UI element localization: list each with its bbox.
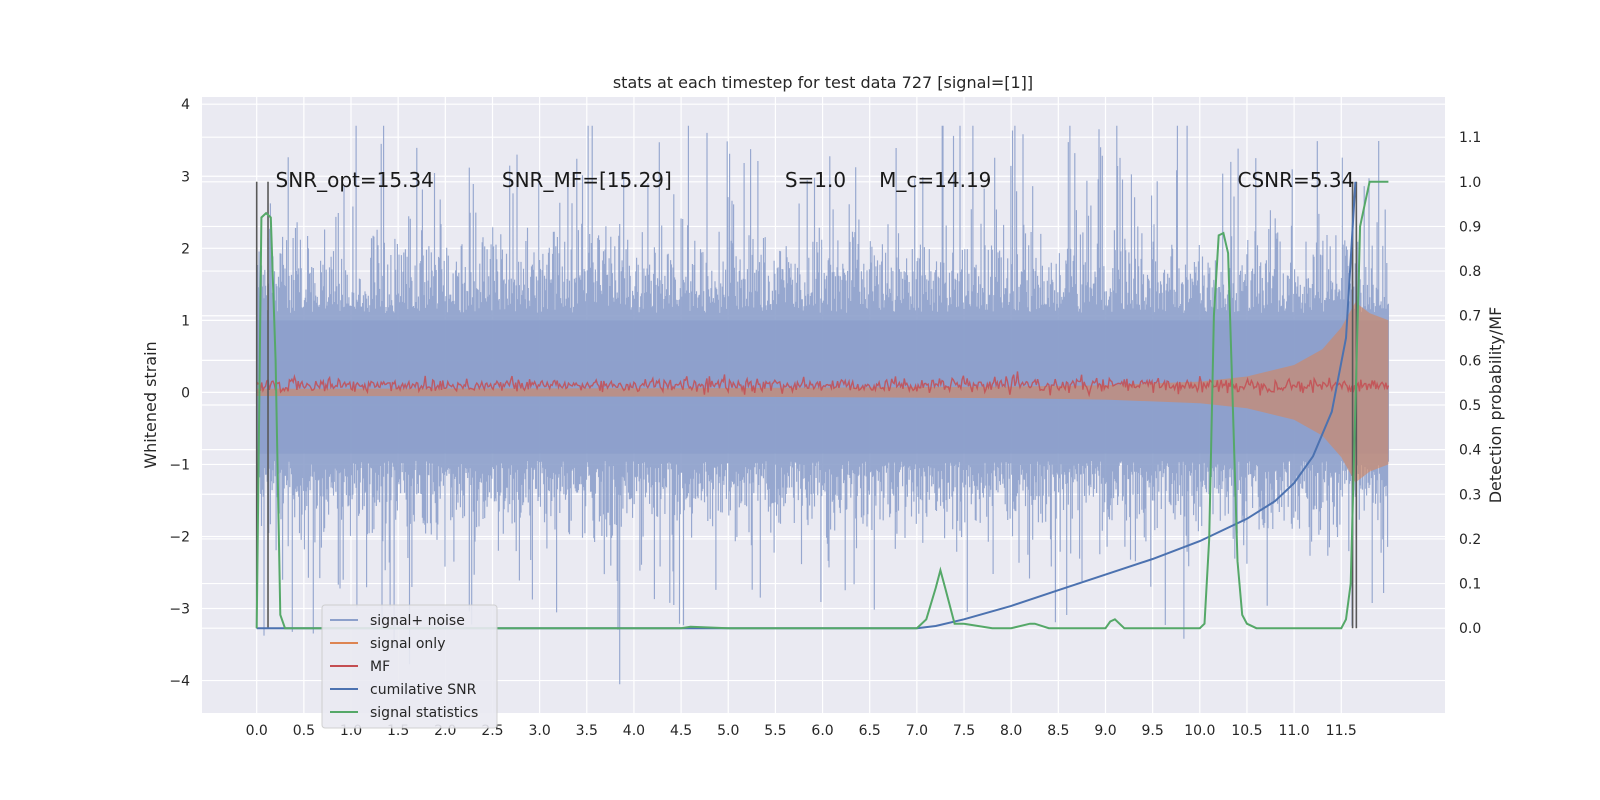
y-tick-label: −2 — [169, 529, 190, 545]
x-tick-label: 4.5 — [670, 723, 692, 739]
x-tick-label: 10.0 — [1184, 723, 1215, 739]
x-tick-label: 11.0 — [1279, 723, 1310, 739]
y2-tick-label: 1.1 — [1459, 130, 1481, 146]
y2-tick-label: 0.6 — [1459, 353, 1481, 369]
y-tick-label: 1 — [181, 313, 190, 329]
annotations: SNR_opt=15.34 SNR_MF=[15.29] S=1.0 M_c=14.1… — [276, 168, 1355, 192]
x-tick-label: 6.5 — [859, 723, 881, 739]
y2-tick-label: 0.8 — [1459, 264, 1481, 280]
annotation-text: SNR_opt=15.34 — [276, 168, 434, 192]
signal-only-series — [256, 302, 1389, 483]
chart-title: stats at each timestep for test data 727… — [613, 73, 1033, 92]
x-tick-label: 11.5 — [1326, 723, 1357, 739]
y2-tick-label: 0.7 — [1459, 309, 1481, 325]
legend-box — [321, 604, 498, 729]
y2-tick-label: 0.0 — [1459, 621, 1481, 637]
x-tick-label: 5.5 — [764, 723, 786, 739]
y-tick-label: −3 — [169, 602, 190, 618]
mf-trace — [256, 371, 1390, 398]
x-tick-label: 3.0 — [528, 723, 550, 739]
annotation-text: CSNR=5.34 — [1238, 168, 1355, 192]
x-tick-label: 9.5 — [1142, 723, 1164, 739]
y2-tick-label: 0.4 — [1459, 443, 1481, 459]
y-tick-label: −4 — [169, 674, 190, 690]
y2-tick-label: 0.3 — [1459, 487, 1481, 503]
cumulative-snr-series — [256, 181, 1357, 630]
y2-axis-label: Detection probability/MF — [1486, 307, 1505, 504]
y-tick-label: 3 — [181, 169, 190, 185]
x-tick-label: 0.5 — [293, 723, 315, 739]
legend-label: signal only — [370, 636, 445, 652]
cumulative-snr-line — [256, 181, 1357, 630]
x-tick-label: 10.5 — [1231, 723, 1262, 739]
annotation-text: SNR_MF=[15.29] — [502, 168, 672, 192]
y2-tick-label: 0.2 — [1459, 532, 1481, 548]
annotation-text: M_c=14.19 — [879, 168, 991, 192]
x-tick-label: 4.0 — [623, 723, 645, 739]
y2-tick-label: 0.9 — [1459, 219, 1481, 235]
y2-tick-label: 0.1 — [1459, 577, 1481, 593]
y-axis-label: Whitened strain — [141, 341, 160, 468]
y2-tick-label: 1.0 — [1459, 175, 1481, 191]
y-tick-label: 4 — [181, 97, 190, 113]
mf-series — [256, 371, 1390, 398]
legend-label: signal statistics — [370, 705, 478, 721]
x-tick-label: 0.0 — [246, 723, 268, 739]
x-tick-label: 8.5 — [1047, 723, 1069, 739]
y-tick-label: 2 — [181, 241, 190, 257]
legend-label: MF — [370, 659, 390, 675]
x-tick-label: 9.0 — [1094, 723, 1116, 739]
x-tick-label: 5.0 — [717, 723, 739, 739]
legend[interactable]: signal+ noise signal only MF cumilative SNR… — [321, 604, 498, 729]
x-tick-label: 8.0 — [1000, 723, 1022, 739]
x-tick-label: 3.5 — [576, 723, 598, 739]
y2-tick-label: 0.5 — [1459, 398, 1481, 414]
x-tick-label: 6.0 — [811, 723, 833, 739]
y-tick-label: 0 — [181, 385, 190, 401]
x-tick-label: 7.5 — [953, 723, 975, 739]
y-tick-label: −1 — [169, 457, 190, 473]
legend-label: cumilative SNR — [370, 682, 477, 698]
x-tick-label: 7.0 — [906, 723, 928, 739]
signal-only-envelope — [256, 302, 1389, 483]
annotation-text: S=1.0 — [785, 168, 846, 192]
legend-label: signal+ noise — [370, 613, 465, 629]
